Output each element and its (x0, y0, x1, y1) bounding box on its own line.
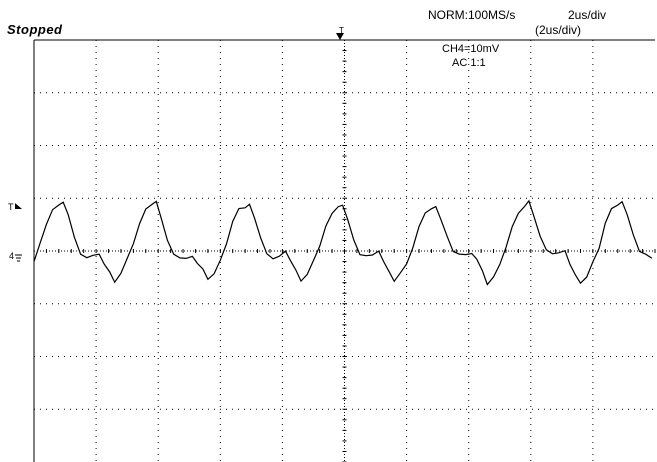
trigger-level-icon (15, 203, 22, 209)
ground-icon (15, 254, 22, 262)
waveform-trace (33, 199, 653, 286)
channel-ground-label: 4 (9, 251, 14, 261)
channel-ground-marker: 4 (9, 251, 22, 262)
trigger-position-marker: T (336, 26, 344, 40)
acquisition-mode: NORM:100MS/s (428, 8, 516, 22)
zoom-timebase-label: (2us/div) (535, 23, 582, 37)
trigger-level-marker: T (8, 202, 22, 212)
trigger-level-label: T (8, 202, 14, 212)
trigger-arrow-icon (336, 33, 344, 40)
timebase-label: 2us/div (568, 8, 607, 22)
run-status: Stopped (7, 22, 63, 37)
coupling-label: AC 1:1 (452, 57, 486, 69)
trigger-position-label: T (339, 26, 344, 35)
graticule (33, 39, 656, 462)
channel-scale-label: CH4=10mV (442, 43, 500, 55)
